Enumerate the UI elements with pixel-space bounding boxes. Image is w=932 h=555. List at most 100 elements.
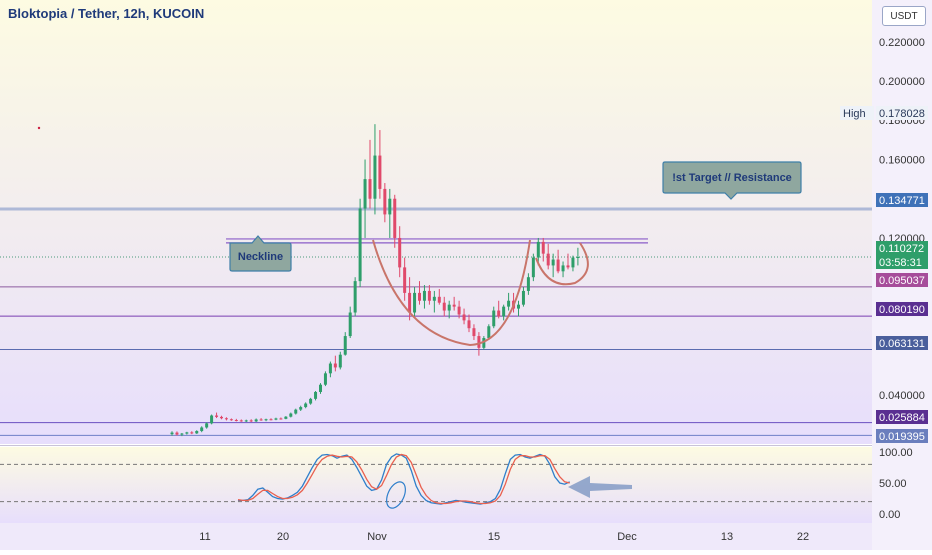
candle-body (398, 237, 402, 268)
target-label: !st Target // Resistance (672, 172, 792, 184)
price-label-value: 0.025884 (879, 412, 925, 424)
candle-body (328, 363, 332, 374)
candle-body (254, 419, 258, 422)
price-label-box (876, 429, 928, 443)
price-label-value: 0.019395 (879, 431, 925, 443)
indicator-tick-label: 50.00 (879, 478, 907, 490)
candle-body (517, 304, 520, 309)
candle-body (541, 241, 545, 254)
candle-body (274, 418, 278, 420)
neckline-annotation[interactable]: Neckline (229, 235, 292, 272)
price-label-box (876, 336, 928, 350)
arrow-annotation (568, 476, 632, 498)
candle-body (467, 320, 471, 329)
candle-body (507, 300, 511, 307)
candle-body (497, 310, 501, 317)
time-tick-label: Dec (617, 531, 637, 543)
candle-body (418, 292, 421, 301)
time-tick-label: 22 (797, 531, 809, 543)
time-tick-label: Nov (367, 531, 387, 543)
price-label-box (876, 106, 928, 120)
time-tick-label: 11 (199, 531, 210, 543)
price-label-box (876, 273, 928, 287)
candle-body (234, 420, 238, 422)
candle-body (333, 363, 337, 368)
price-label-value: 0.063131 (879, 338, 925, 350)
candle-body (348, 312, 352, 337)
target-annotation[interactable]: !st Target // Resistance (662, 161, 802, 200)
indicator-tick-label: 0.00 (879, 509, 900, 521)
price-label-value: 0.134771 (879, 195, 925, 207)
candle-body (502, 306, 506, 317)
cup-and-handle-drawing (372, 239, 589, 347)
candle-body (556, 259, 560, 272)
candle-body (546, 253, 550, 266)
candle-body (383, 188, 387, 215)
candle-body (175, 432, 179, 435)
time-tick-label: 15 (488, 531, 500, 543)
time-axis: 11 20 Nov 15 Dec 13 22 (199, 531, 809, 543)
candle-body (373, 155, 377, 199)
candle-body (571, 257, 575, 268)
price-label-value: 0.178028 (879, 108, 925, 120)
crossover-highlight (386, 481, 406, 509)
candle-body (492, 310, 496, 327)
candle-body (215, 415, 219, 417)
price-label-box (876, 302, 928, 316)
price-label-value: 0.110272 (879, 243, 924, 255)
candle-body (437, 296, 441, 303)
candle-body (269, 419, 273, 421)
candle-body (368, 179, 372, 199)
price-tick-label: 0.200000 (879, 76, 925, 88)
indicator-axis-ticks: 100.00 50.00 0.00 (879, 447, 913, 521)
candle-body (309, 398, 313, 404)
candle-body (521, 290, 525, 305)
cup-curve (372, 239, 531, 347)
candle-body (432, 296, 436, 301)
candle-body (180, 433, 184, 435)
price-label-box (876, 193, 928, 207)
main-pane-background (0, 0, 872, 444)
candle-body (551, 259, 555, 266)
stochastic-rsi-indicator (0, 453, 872, 509)
candle-body (388, 198, 392, 215)
candlestick-series (170, 124, 580, 437)
candle-body (205, 423, 209, 428)
price-label-box (876, 255, 928, 269)
candle-body (294, 409, 298, 414)
candle-body (413, 292, 417, 313)
candle-body (427, 290, 431, 301)
indicator-series-line (238, 453, 570, 505)
candle-body (224, 418, 228, 420)
price-label-box (876, 241, 928, 255)
currency-button[interactable]: USDT (882, 6, 926, 26)
candle-body (442, 302, 446, 311)
candle-body (526, 277, 530, 291)
candle-body (279, 418, 283, 420)
candle-body (299, 407, 303, 410)
neckline-callout-box (229, 235, 292, 272)
time-tick-label: 13 (721, 531, 733, 543)
candle-body (190, 432, 194, 434)
candle-body (343, 336, 347, 355)
price-labels: 0.178028 High 0.134771 0.110272 03:58:31 0.09… (840, 106, 928, 443)
candle-body (185, 432, 189, 434)
candle-body (472, 328, 476, 337)
candle-body (323, 373, 327, 385)
candle-body (229, 419, 233, 421)
target-callout-box (662, 161, 802, 200)
price-label-value: 0.095037 (879, 275, 925, 287)
candle-body (170, 432, 174, 435)
candle-body (408, 292, 412, 313)
candle-body (338, 354, 342, 368)
candle-body (249, 420, 253, 422)
candle-body (487, 326, 491, 339)
candle-body (536, 241, 540, 258)
price-label-value: 0.080190 (879, 304, 925, 316)
indicator-series-line (237, 453, 570, 505)
candle-body (319, 384, 322, 392)
candle-body (264, 419, 268, 421)
candle-body (482, 338, 486, 348)
price-label-tag-box (840, 106, 874, 120)
